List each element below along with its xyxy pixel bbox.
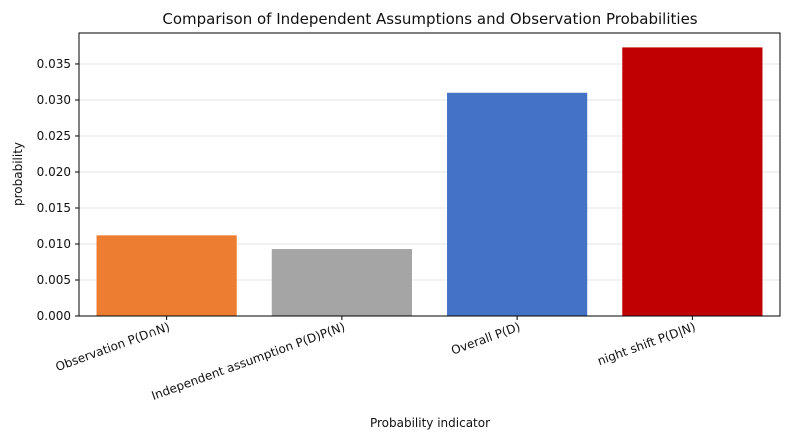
y-tick-label: 0.015 — [37, 201, 71, 215]
y-tick-label: 0.000 — [37, 309, 71, 323]
y-tick-label: 0.020 — [37, 165, 71, 179]
bar — [96, 235, 237, 316]
y-tick-label: 0.035 — [37, 57, 71, 71]
bar — [271, 249, 412, 316]
bar — [447, 92, 588, 316]
y-tick-label: 0.005 — [37, 273, 71, 287]
x-tick-label: Independent assumption P(D)P(N) — [150, 320, 347, 403]
y-tick-label: 0.030 — [37, 93, 71, 107]
y-axis-label: probability — [11, 142, 25, 206]
y-tick-label: 0.025 — [37, 129, 71, 143]
chart-title: Comparison of Independent Assumptions an… — [162, 10, 697, 28]
bars — [96, 47, 763, 316]
x-tick-label: Observation P(D∩N) — [54, 320, 172, 374]
x-tick-label: Overall P(D) — [449, 320, 522, 358]
bar — [622, 47, 763, 316]
x-axis-ticks: Observation P(D∩N)Independent assumption… — [54, 316, 698, 403]
y-axis-ticks: 0.000 0.005 0.010 0.015 0.020 0.025 0.030 0.035 — [37, 57, 79, 323]
x-axis-label: Probability indicator — [370, 416, 490, 430]
x-tick-label: night shift P(D|N) — [596, 320, 698, 368]
y-tick-label: 0.010 — [37, 237, 71, 251]
plot-frame — [78, 32, 781, 317]
